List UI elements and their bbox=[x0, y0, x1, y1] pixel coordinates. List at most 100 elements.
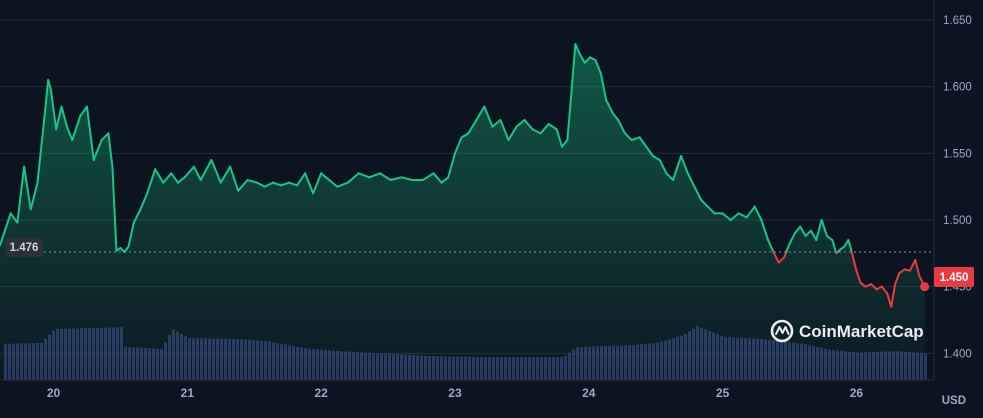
price-line-segment bbox=[304, 172, 315, 195]
price-line bbox=[0, 43, 930, 308]
price-line-segment bbox=[447, 152, 456, 179]
y-axis: 1.400 1.450 1.500 1.550 1.600 1.650 bbox=[943, 15, 972, 360]
price-line-segment bbox=[623, 132, 633, 141]
price-line-segment bbox=[890, 283, 897, 308]
y-tick-label: 1.650 bbox=[943, 15, 972, 27]
price-line-segment bbox=[255, 181, 266, 188]
price-line-segment bbox=[617, 119, 626, 135]
price-line-segment bbox=[453, 136, 463, 155]
coinmarketcap-logo-icon bbox=[770, 319, 794, 343]
price-area bbox=[0, 44, 925, 380]
volume-bar bbox=[924, 353, 927, 380]
price-line-segment bbox=[651, 155, 661, 161]
price-line-segment bbox=[721, 212, 732, 221]
price-line-segment bbox=[71, 115, 82, 141]
price-line-segment bbox=[745, 205, 756, 219]
price-line-segment bbox=[820, 219, 828, 237]
price-line-segment bbox=[507, 125, 518, 141]
price-line-segment bbox=[630, 136, 641, 141]
price-area-fill bbox=[0, 44, 925, 380]
price-line-segment bbox=[210, 159, 222, 184]
price-line-segment bbox=[523, 119, 534, 131]
price-line-segment bbox=[777, 256, 786, 264]
price-line-segment bbox=[753, 205, 763, 221]
price-line-segment bbox=[263, 181, 274, 188]
price-line-segment bbox=[29, 181, 39, 211]
price-line-segment bbox=[296, 172, 307, 187]
price-line-segment bbox=[65, 125, 74, 141]
price-line-segment bbox=[162, 172, 173, 184]
price-line-segment bbox=[176, 176, 186, 184]
price-line-segment bbox=[578, 52, 586, 64]
price-line-segment bbox=[55, 105, 63, 131]
price-line-segment bbox=[237, 179, 249, 192]
x-tick-label: 24 bbox=[582, 386, 596, 400]
price-line-segment bbox=[154, 168, 165, 184]
price-line-segment bbox=[515, 119, 526, 128]
price-line-segment bbox=[320, 172, 331, 181]
price-line-segment bbox=[799, 225, 807, 237]
price-line-segment bbox=[499, 119, 510, 141]
x-tick-label: 23 bbox=[448, 386, 462, 400]
price-line-segment bbox=[146, 168, 157, 195]
price-line-segment bbox=[246, 179, 258, 184]
price-line-segment bbox=[693, 185, 703, 201]
price-line-segment bbox=[785, 243, 791, 253]
y-tick-label: 1.550 bbox=[943, 148, 972, 160]
y-tick-label: 1.500 bbox=[943, 215, 972, 227]
price-line-segment bbox=[547, 123, 558, 131]
price-line-segment bbox=[9, 212, 19, 224]
price-line-segment bbox=[855, 269, 862, 284]
price-line-segment bbox=[574, 43, 581, 55]
current-price-dot bbox=[920, 282, 930, 292]
price-line-segment bbox=[809, 229, 818, 241]
price-line-segment bbox=[686, 172, 696, 188]
price-line-segment bbox=[658, 159, 668, 175]
price-line-segment bbox=[566, 92, 573, 141]
price-line-segment bbox=[16, 165, 26, 224]
x-tick-label: 26 bbox=[850, 386, 864, 400]
price-line-segment bbox=[908, 259, 917, 272]
price-line-segment bbox=[432, 172, 443, 184]
price-line-segment bbox=[491, 119, 502, 128]
x-axis: 20 21 22 23 24 25 26 bbox=[47, 386, 864, 400]
price-line-segment bbox=[539, 123, 550, 135]
price-line-segment bbox=[737, 212, 748, 219]
price-line-segment bbox=[475, 105, 486, 121]
price-line-segment bbox=[611, 112, 620, 121]
price-line-segment bbox=[47, 79, 52, 91]
price-line-segment bbox=[127, 221, 135, 248]
price-line-segment bbox=[555, 128, 564, 148]
price-line-segment bbox=[729, 212, 740, 221]
price-line-segment bbox=[793, 225, 802, 235]
price-line-segment bbox=[825, 235, 834, 241]
price-line-segment bbox=[79, 105, 88, 117]
price-line-segment bbox=[379, 172, 392, 181]
price-line-segment bbox=[645, 145, 654, 157]
price-line-segment bbox=[815, 219, 823, 241]
currency-label: USD bbox=[942, 395, 966, 407]
price-line-segment bbox=[859, 281, 867, 288]
price-line-segment bbox=[672, 155, 683, 181]
price-line-segment bbox=[599, 72, 608, 101]
price-line-segment bbox=[183, 165, 196, 179]
price-line-segment bbox=[561, 139, 569, 148]
price-line-segment bbox=[85, 105, 95, 161]
price-line-segment bbox=[43, 79, 50, 121]
price-line-segment bbox=[605, 99, 614, 115]
price-line-segment bbox=[36, 119, 46, 184]
price-line-segment bbox=[219, 165, 232, 184]
price-line-segment bbox=[111, 165, 118, 252]
price-line-segment bbox=[880, 285, 889, 295]
price-line-segment bbox=[170, 172, 179, 184]
price-line-segment bbox=[328, 179, 339, 188]
price-line-segment bbox=[346, 172, 360, 184]
price-line-segment bbox=[894, 272, 901, 285]
price-line-segment bbox=[914, 259, 921, 277]
price-line-segment bbox=[139, 192, 149, 211]
price-line-segment bbox=[132, 208, 142, 224]
price-line-segment bbox=[583, 56, 592, 64]
x-tick-label: 21 bbox=[181, 386, 195, 400]
price-line-segment bbox=[680, 155, 689, 175]
